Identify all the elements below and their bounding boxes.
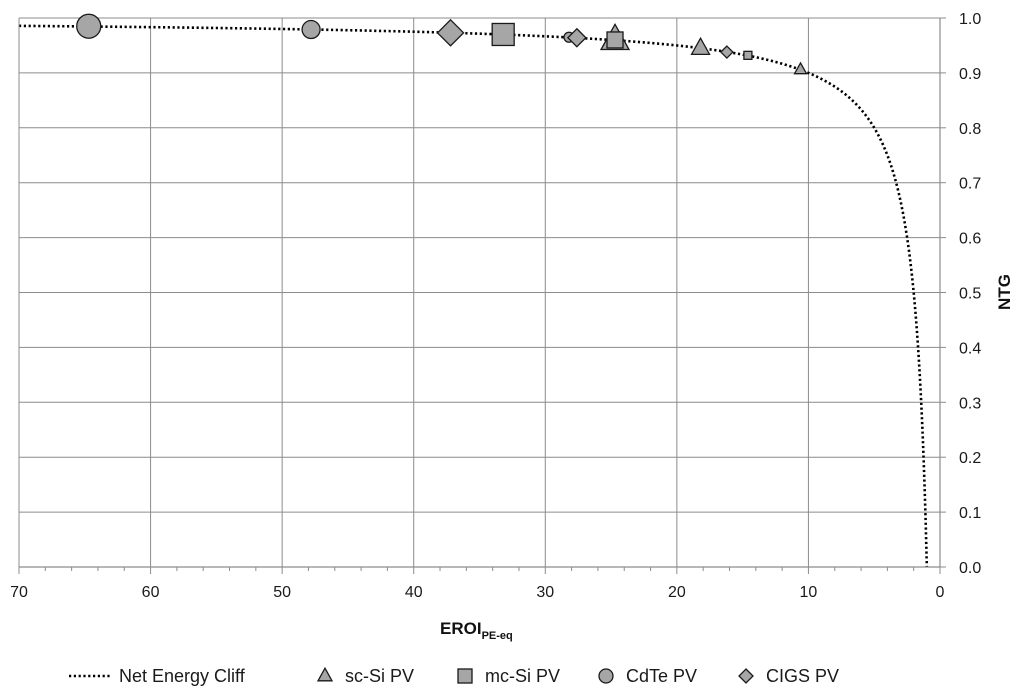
- legend-square-swatch: [457, 668, 473, 684]
- x-tick-label: 50: [273, 584, 291, 601]
- cdte-pv-point: [76, 13, 102, 39]
- x-tick-label: 10: [800, 584, 818, 601]
- cdte-pv-point: [301, 19, 321, 40]
- x-axis-title: EROIPE-eq: [440, 619, 513, 642]
- mc-si-pv-point: [743, 50, 753, 60]
- legend-label: CdTe PV: [626, 666, 697, 686]
- legend-label: sc-Si PV: [345, 666, 414, 686]
- legend-label: Net Energy Cliff: [119, 666, 246, 686]
- legend-label: mc-Si PV: [485, 666, 560, 686]
- y-tick-label: 0.8: [959, 121, 981, 138]
- x-tick-label: 70: [10, 584, 28, 601]
- x-tick-label: 30: [536, 584, 554, 601]
- y-axis-title: NTG: [995, 274, 1014, 310]
- cigs-pv-point: [436, 18, 465, 47]
- y-tick-label: 0.4: [959, 340, 981, 357]
- legend: Net Energy Cliff sc-Si PV mc-Si PV CdTe PV C…: [69, 666, 839, 686]
- legend-circle-swatch: [598, 668, 614, 684]
- y-tick-label: 0.2: [959, 450, 981, 467]
- y-tick-label: 0.3: [959, 395, 981, 412]
- y-tick-label: 1.0: [959, 11, 981, 28]
- legend-diamond-swatch: [738, 668, 754, 684]
- x-axis-title-main: EROI: [440, 619, 482, 638]
- cigs-pv-point: [719, 45, 734, 59]
- y-tick-label: 0.7: [959, 176, 981, 193]
- y-tick-label: 0.1: [959, 505, 981, 522]
- sc-si-pv-point: [690, 36, 711, 56]
- cigs-pv-point: [566, 27, 587, 48]
- y-tick-label: 0.0: [959, 560, 981, 577]
- axes: [18, 17, 946, 574]
- y-tick-label: 0.9: [959, 66, 981, 83]
- x-axis-title-sub: PE-eq: [482, 630, 513, 642]
- net-energy-cliff-curve: [18, 24, 929, 568]
- y-tick-label: 0.6: [959, 231, 981, 248]
- x-tick-label: 40: [405, 584, 423, 601]
- y-tick-label: 0.5: [959, 286, 981, 303]
- legend-triangle-swatch: [316, 666, 334, 682]
- tick-labels: 70 60 50 40 30 20 10 0 0.0 0.1 0.2 0.3 0.4 0.5 0.6 0.7 0…: [10, 11, 981, 601]
- legend-label: CIGS PV: [766, 666, 839, 686]
- mc-si-pv-point: [491, 22, 515, 47]
- x-tick-label: 0: [936, 584, 945, 601]
- sc-si-pv-point: [793, 61, 808, 75]
- mc-si-pv-point: [606, 31, 624, 49]
- x-tick-label: 60: [142, 584, 160, 601]
- gridlines: [19, 17, 940, 567]
- data-points: [76, 13, 808, 75]
- x-tick-label: 20: [668, 584, 686, 601]
